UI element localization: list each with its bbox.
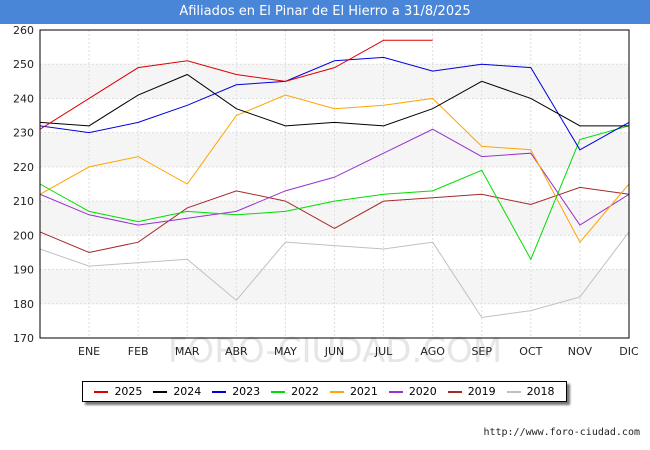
y-tick-label: 190 <box>13 264 34 277</box>
legend-swatch <box>212 390 227 393</box>
series-line-2024 <box>39 73 629 127</box>
grid-band <box>40 64 629 99</box>
y-axis-ticks: 170 180 190 200 210 220 230 240 250 260 <box>13 24 34 345</box>
series-line-2025 <box>39 39 433 130</box>
x-tick-label: ABR <box>225 345 248 358</box>
x-tick-label: ENE <box>78 345 100 358</box>
legend-swatch <box>94 390 109 393</box>
grid-lines <box>40 29 629 339</box>
legend-item-2020: 2020 <box>388 385 437 398</box>
legend-item-2018: 2018 <box>506 385 555 398</box>
x-tick-label: NOV <box>568 345 593 358</box>
y-tick-label: 210 <box>13 195 34 208</box>
series-line-2020 <box>39 128 630 226</box>
series-line-2021 <box>39 94 630 244</box>
series-line-2022 <box>39 125 630 261</box>
plot-area-frame <box>39 29 630 339</box>
legend-label: 2022 <box>291 385 320 398</box>
legend-item-2024: 2024 <box>153 385 201 398</box>
x-tick-label: OCT <box>519 345 542 358</box>
y-tick-label: 180 <box>13 298 34 311</box>
series-line-2019 <box>39 186 630 253</box>
grid-band <box>40 132 629 167</box>
x-tick-label: JUN <box>324 345 345 358</box>
legend-item-2022: 2022 <box>271 385 319 398</box>
legend-item-2021: 2021 <box>329 385 378 398</box>
legend-swatch <box>447 390 462 393</box>
legend-swatch <box>271 390 286 393</box>
chart-title: Afiliados en El Pinar de El Hierro a 31/… <box>0 0 650 24</box>
y-tick-label: 230 <box>13 127 34 140</box>
x-tick-label: JUL <box>374 345 393 358</box>
x-axis-ticks: ENE FEB MAR ABR MAY JUN JUL AGO SEP OCT NOV DIC <box>78 345 639 358</box>
legend-label: 2021 <box>349 385 378 398</box>
y-tick-label: 170 <box>13 332 34 345</box>
y-tick-label: 240 <box>13 92 34 105</box>
legend-label: 2024 <box>173 385 202 398</box>
legend-label: 2023 <box>232 385 261 398</box>
series-lines <box>39 39 630 319</box>
legend-item-2023: 2023 <box>212 385 260 398</box>
x-tick-label: FEB <box>128 345 149 358</box>
legend: 2025 2024 2023 2022 2021 2020 2019 2018 <box>82 381 567 402</box>
legend-label: 2018 <box>526 385 555 398</box>
x-tick-label: MAR <box>175 345 200 358</box>
legend-label: 2019 <box>467 385 496 398</box>
x-tick-label: SEP <box>471 345 492 358</box>
x-tick-label: AGO <box>420 345 445 358</box>
legend-swatch <box>388 390 403 393</box>
legend-label: 2020 <box>408 385 437 398</box>
legend-swatch <box>506 390 521 393</box>
y-tick-label: 260 <box>13 24 34 37</box>
legend-item-2025: 2025 <box>94 385 142 398</box>
footer-url: http://www.foro-ciudad.com <box>483 427 640 438</box>
y-tick-label: 200 <box>13 229 34 242</box>
y-tick-label: 220 <box>13 161 34 174</box>
x-tick-label: DIC <box>619 345 639 358</box>
series-line-2018 <box>39 231 630 319</box>
legend-swatch <box>329 390 344 393</box>
y-tick-label: 250 <box>13 58 34 71</box>
legend-label: 2025 <box>114 385 143 398</box>
series-line-2023 <box>39 56 630 151</box>
legend-item-2019: 2019 <box>447 385 496 398</box>
x-tick-label: MAY <box>274 345 297 358</box>
legend-swatch <box>153 390 168 393</box>
